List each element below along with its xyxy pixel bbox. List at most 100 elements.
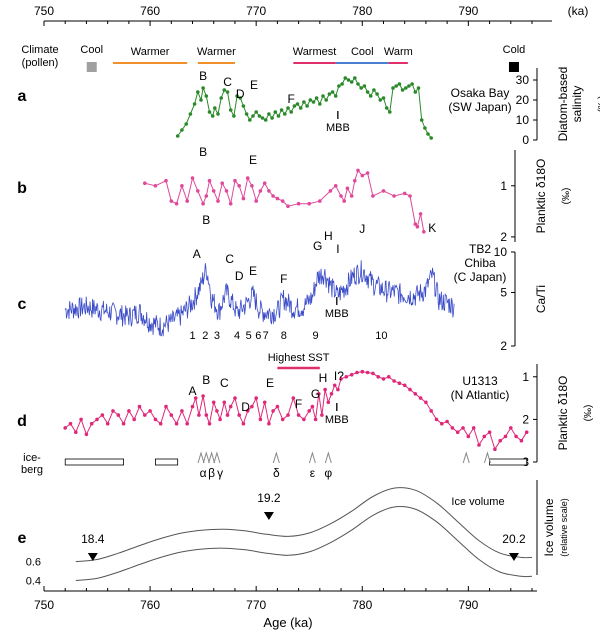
panel-d-y-label: Planktic δ18O [556,376,570,451]
iceberg-arrow-icon [462,451,470,464]
iceberg-event-label: δ [273,466,280,480]
climate-label-warm: Warm [384,46,413,58]
panel-b-point [164,178,168,183]
panel-a-point [298,106,303,110]
panel-d-point [143,413,147,417]
panel-b-point [345,186,350,191]
panel-a-point [241,104,246,108]
panel-a-point [283,112,287,116]
panel-a-point [333,94,338,98]
panel-b-y-unit: (‰) [561,188,572,205]
panel-b-point [402,191,407,196]
panel-d-point [174,421,179,426]
climate-cold-marker [508,62,519,72]
panel-e-arrow-icon [87,553,98,561]
panel-d-point [121,421,126,426]
climate-title: Climate(pollen) [21,44,58,69]
top-axis-tick-label: 780 [352,4,372,18]
panel-c-event-label: E [249,264,257,278]
panel-a-point [267,112,271,116]
climate-cool-marker [86,62,97,72]
panel-d-point [74,430,78,435]
panel-b-point [360,173,365,178]
panel-a-point [346,78,351,82]
iceberg-arrow-icon [308,451,316,464]
panel-d-y-tick-label: 1 [522,370,529,384]
panel-c-event-label: C [225,252,234,266]
panel-d-point [397,381,402,386]
panel-a-point [372,88,376,92]
panel-d-point [349,372,354,377]
panel-d-point [215,409,219,413]
panel-a-point [232,114,236,118]
panel-d-point [180,409,184,413]
iceberg-bar [489,458,528,466]
panel-b-point [241,196,246,201]
panel-b-point [258,189,263,193]
panel-d-point [371,371,375,376]
bottom-axis-tick-label: 760 [140,598,160,612]
panel-a-event-label: E [250,78,258,92]
panel-a-point [305,104,309,108]
panel-b-point [307,201,312,206]
panel-a-point [391,86,395,90]
panel-a-point [225,90,230,94]
panel-d-point [323,387,327,392]
panel-b-point [180,184,184,188]
panel-b-y-tick-label: 1 [500,179,507,193]
panel-b-point [262,181,267,185]
iceberg-arrow-icon [483,451,491,464]
climate-label-cool: Cool [80,44,103,56]
panel-e-title: Ice volume [451,496,504,508]
panel-a-point [251,114,255,118]
panel-a-point [207,110,212,114]
panel-c-event-label: D [235,269,244,283]
panel-a-y-label: Diatom-based [556,67,570,142]
panel-d-point [197,413,201,417]
panel-d-point [190,404,195,409]
panel-a-y-unit: (‰) [597,96,600,113]
panel-d-point [424,400,428,405]
panel-c-event-label: I [336,242,339,256]
panel-a-point [419,118,424,122]
panel-d-point [307,409,312,413]
panel-b-point [286,204,290,208]
panel-d-point [254,396,258,400]
panel-c-event-label: J [359,222,365,236]
panel-d-point [207,421,212,426]
panel-d-point [418,396,423,400]
panel-d-point [493,447,497,452]
panel-d-point [164,404,168,409]
panel-d-point [440,421,444,426]
panel-a-y-tick-label: 0 [522,133,529,147]
panel-b-event-label: E [249,153,257,167]
panel-a-point [311,100,316,104]
panel-d-point [461,426,465,430]
panel-a-point [362,84,367,88]
panel-a-point [413,90,418,94]
panel-d-point [250,404,254,409]
panel-d-point [296,413,301,417]
panel-b-point [271,194,275,198]
panel-d-point [317,392,321,396]
panel-d-point [105,421,110,426]
panel-a-point [368,94,373,98]
panel-a-point [416,86,421,90]
panel-d-point [201,394,205,398]
panel-d-point [132,417,136,422]
top-axis-tick-label: 790 [458,4,478,18]
panel-c-event-number: 7 [263,330,269,342]
panel-a-point [270,116,274,120]
panel-d-point [466,434,471,439]
panel-a-point [184,122,188,126]
panel-d-point [336,387,340,392]
panel-a-point [327,92,332,96]
panel-d-point [218,417,222,422]
panel-b-point [196,189,200,193]
panel-a-point [180,128,184,132]
panel-c-line [64,260,455,337]
iceberg-arrow-icon [272,451,280,464]
panel-d-event-label: E [266,376,274,390]
panel-b-point [365,171,370,175]
